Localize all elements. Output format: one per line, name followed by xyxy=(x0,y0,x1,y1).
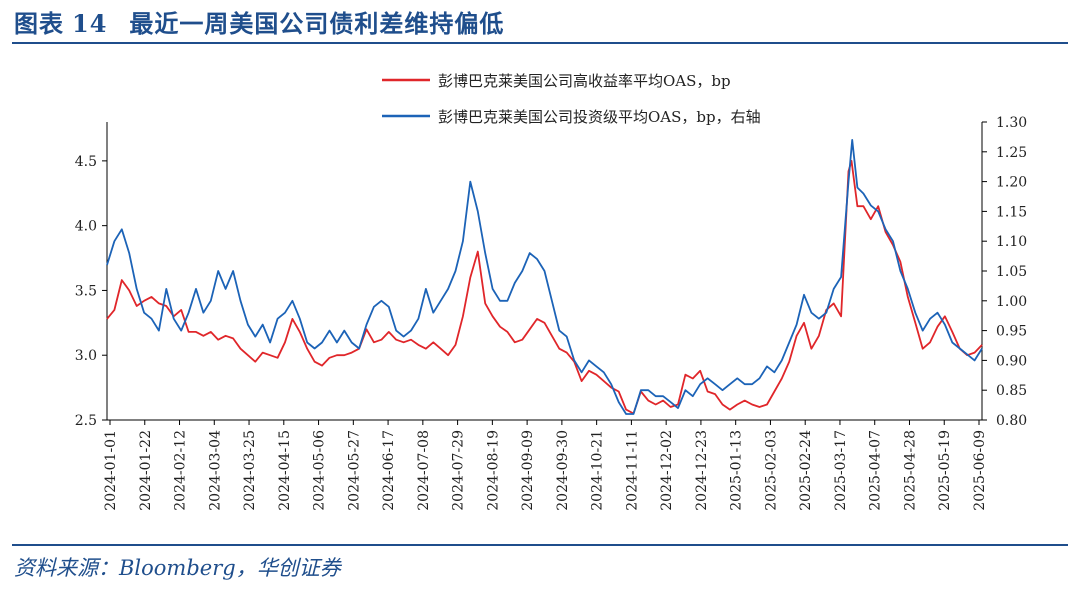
y-right-tick-label: 0.80 xyxy=(996,413,1027,429)
x-tick-label: 2024-04-15 xyxy=(277,430,293,511)
y-left-tick-label: 4.5 xyxy=(75,154,97,170)
x-tick-label: 2024-09-30 xyxy=(555,430,571,511)
x-tick-label: 2025-01-13 xyxy=(729,430,745,511)
chart: 2.5 3.0 3.5 4.0 4.5 0.80 0.85 0.90 0.95 1.00 1.05 1… xyxy=(75,72,1027,511)
legend-label: 彭博巴克莱美国公司高收益率平均OAS，bp xyxy=(438,72,731,90)
y-right-tick-label: 0.90 xyxy=(996,353,1027,369)
y-right-tick-label: 1.20 xyxy=(996,175,1027,191)
figure-label: 图表 xyxy=(14,9,64,38)
figure-number: 14 xyxy=(72,9,108,38)
source-rule xyxy=(12,544,1068,546)
legend-label: 彭博巴克莱美国公司投资级平均OAS，bp，右轴 xyxy=(438,108,761,126)
y-right-tick-label: 1.30 xyxy=(996,115,1027,131)
y-right-tick-label: 0.85 xyxy=(996,383,1027,399)
x-tick-label: 2025-04-07 xyxy=(868,430,884,511)
y-left-tick-label: 3.0 xyxy=(75,348,97,364)
y-right-tick-label: 1.25 xyxy=(996,145,1027,161)
x-tick-label: 2024-06-17 xyxy=(381,430,397,511)
x-tick-label: 2024-05-27 xyxy=(346,430,362,511)
x-tick-label: 2024-03-25 xyxy=(242,430,258,511)
source-note: 资料来源：Bloomberg，华创证券 xyxy=(14,556,341,580)
x-tick-label: 2025-03-17 xyxy=(833,430,849,511)
y-right-tick-label: 1.15 xyxy=(996,204,1027,220)
x-tick-label: 2024-08-19 xyxy=(485,430,501,511)
x-tick-label: 2025-04-28 xyxy=(902,430,918,511)
y-left-tick-label: 2.5 xyxy=(75,413,97,429)
x-tick-label: 2024-07-29 xyxy=(451,430,467,511)
y-right-tick-label: 1.00 xyxy=(996,294,1027,310)
x-tick-label: 2025-05-19 xyxy=(937,430,953,511)
x-tick-label: 2025-02-03 xyxy=(763,430,779,511)
figure-title: 图表 14 最近一周美国公司债利差维持偏低 xyxy=(14,4,504,39)
x-tick-label: 2024-03-04 xyxy=(207,430,223,511)
y-right-tick-label: 1.05 xyxy=(996,264,1027,280)
title-rule xyxy=(12,42,1068,44)
x-tick-label: 2024-11-11 xyxy=(624,430,640,511)
x-tick-label: 2025-06-09 xyxy=(972,430,988,511)
x-tick-label: 2024-05-06 xyxy=(312,430,328,511)
series-line-investment-grade xyxy=(106,139,983,415)
y-right-tick-label: 0.95 xyxy=(996,324,1027,340)
x-tick-label: 2024-02-12 xyxy=(173,430,189,511)
x-tick-label: 2024-10-21 xyxy=(590,430,606,511)
x-tick-label: 2024-12-23 xyxy=(694,430,710,511)
x-tick-label: 2025-02-24 xyxy=(798,430,814,511)
x-tick-label: 2024-01-01 xyxy=(103,430,119,511)
y-left-tick-label: 4.0 xyxy=(75,219,97,235)
x-tick-label: 2024-12-02 xyxy=(659,430,675,511)
y-left-tick-label: 3.5 xyxy=(75,283,97,299)
x-tick-label: 2024-09-09 xyxy=(520,430,536,511)
figure-title-text: 最近一周美国公司债利差维持偏低 xyxy=(129,9,505,38)
x-tick-label: 2024-01-22 xyxy=(138,430,154,511)
y-right-tick-label: 1.10 xyxy=(996,234,1027,250)
x-tick-label: 2024-07-08 xyxy=(416,430,432,511)
series-line-high-yield xyxy=(106,160,983,415)
